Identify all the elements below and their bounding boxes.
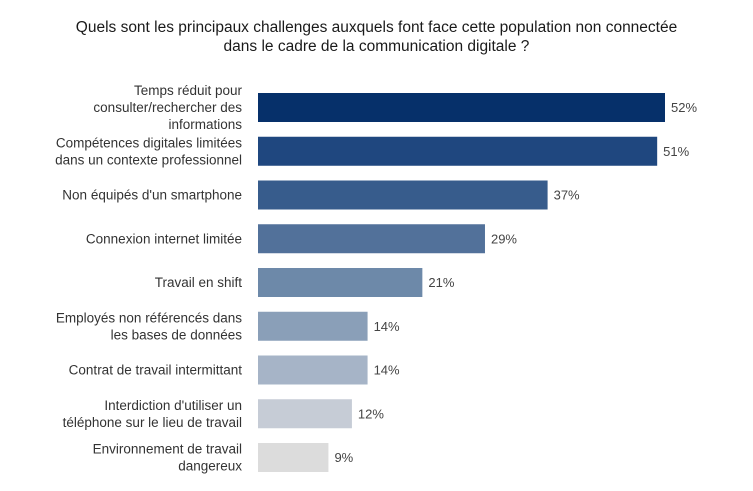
value-label-8: 12% (358, 406, 384, 421)
value-label-4: 29% (491, 231, 517, 246)
bar-4 (258, 224, 485, 254)
bar-7 (258, 355, 368, 385)
value-label-5: 21% (428, 275, 454, 290)
bar-8 (258, 399, 352, 429)
category-label-9: Environnement de travail dangereux (93, 442, 243, 474)
value-label-1: 52% (671, 100, 697, 115)
category-label-8: Interdiction d'utiliser un téléphone sur … (63, 398, 242, 430)
bar-2 (258, 136, 658, 166)
category-label-1: Temps réduit pour consulter/rechercher de… (93, 83, 242, 132)
bar-3 (258, 180, 548, 210)
value-label-3: 37% (554, 188, 580, 203)
bar-1 (258, 93, 665, 122)
bar-9 (258, 443, 329, 472)
category-label-4: Connexion internet limitée (86, 231, 242, 246)
category-label-2: Compétences digitales limitées dans un co… (55, 135, 242, 167)
value-label-7: 14% (374, 363, 400, 378)
value-label-9: 9% (334, 450, 353, 465)
bar-6 (258, 311, 368, 341)
category-label-6: Employés non référencés dans les bases de… (56, 310, 242, 342)
value-label-6: 14% (374, 319, 400, 334)
value-label-2: 51% (663, 144, 689, 159)
chart-title-line-1: Quels sont les principaux challenges aux… (75, 19, 678, 36)
category-label-7: Contrat de travail intermittant (69, 363, 243, 378)
bar-5 (258, 268, 423, 297)
category-label-5: Travail en shift (155, 275, 243, 290)
chart-title-line-2: dans le cadre de la communication digita… (223, 38, 530, 55)
category-label-3: Non équipés d'un smartphone (62, 188, 242, 203)
chart-title: Quels sont les principaux challenges aux… (0, 18, 753, 56)
